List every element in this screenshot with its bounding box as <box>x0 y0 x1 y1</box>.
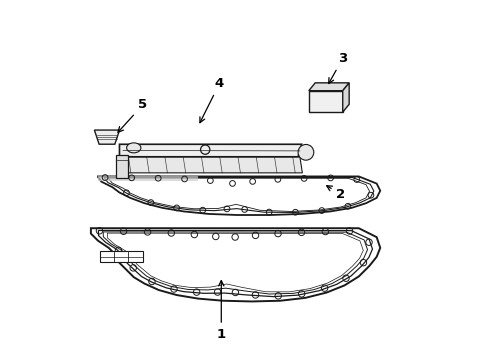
Polygon shape <box>121 157 302 173</box>
Text: 3: 3 <box>328 52 346 84</box>
Text: 2: 2 <box>326 186 345 201</box>
Text: 5: 5 <box>118 99 147 132</box>
Bar <box>308 91 342 112</box>
Polygon shape <box>116 155 128 178</box>
Ellipse shape <box>126 143 141 153</box>
Polygon shape <box>308 83 348 91</box>
Polygon shape <box>119 144 301 157</box>
Polygon shape <box>100 251 142 262</box>
Polygon shape <box>94 130 119 144</box>
Circle shape <box>298 144 313 160</box>
Polygon shape <box>98 176 198 181</box>
Text: 4: 4 <box>200 77 224 123</box>
Polygon shape <box>98 176 380 215</box>
Polygon shape <box>91 228 380 301</box>
Polygon shape <box>342 83 348 112</box>
Text: 1: 1 <box>216 281 225 341</box>
